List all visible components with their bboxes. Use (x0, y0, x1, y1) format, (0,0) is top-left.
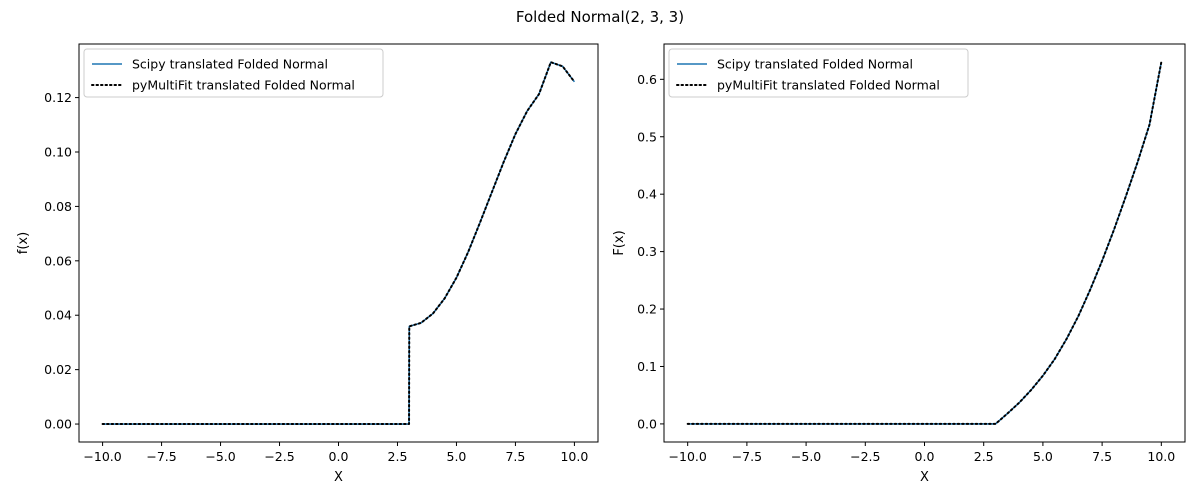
x-tick-label: 7.5 (505, 449, 525, 464)
x-tick-label: 0.0 (329, 449, 349, 464)
x-tick-label: 5.0 (447, 449, 467, 464)
y-tick-label: 0.04 (44, 308, 72, 323)
x-tick-label: −5.0 (791, 449, 821, 464)
x-tick-label: 5.0 (1033, 449, 1053, 464)
legend-label: pyMultiFit translated Folded Normal (132, 78, 355, 93)
axes-frame (663, 43, 1186, 443)
y-tick-label: 0.6 (637, 72, 657, 87)
x-tick-label: 2.5 (388, 449, 408, 464)
legend-label: Scipy translated Folded Normal (132, 57, 328, 72)
x-axis-label: X (334, 470, 343, 485)
x-tick-label: −5.0 (205, 449, 235, 464)
legend-label: Scipy translated Folded Normal (717, 57, 913, 72)
y-tick-label: 0.10 (44, 145, 72, 160)
y-tick-label: 0.0 (637, 416, 657, 431)
y-tick-label: 0.06 (44, 253, 72, 268)
x-tick-label: 0.0 (915, 449, 935, 464)
x-tick-label: 10.0 (1147, 449, 1175, 464)
series-line-scipy (687, 61, 1163, 425)
x-tick-label: 10.0 (560, 449, 588, 464)
y-tick-label: 0.4 (637, 187, 657, 202)
figure-title: Folded Normal(2, 3, 3) (516, 8, 684, 26)
y-tick-label: 0.1 (637, 359, 657, 374)
x-tick-label: −7.5 (732, 449, 762, 464)
y-tick-label: 0.3 (637, 244, 657, 259)
pdf-panel: −10.0 −7.5 −5.0 −2.5 0.0 2.5 5.0 7.5 10.0 0.00 0.0… (16, 43, 599, 485)
legend-box (668, 48, 969, 98)
x-tick-label: −7.5 (146, 449, 176, 464)
y-tick-label: 0.12 (44, 90, 72, 105)
y-tick-label: 0.5 (637, 129, 657, 144)
x-tick-label: −10.0 (669, 449, 707, 464)
legend-label: pyMultiFit translated Folded Normal (717, 78, 940, 93)
cdf-panel: −10.0 −7.5 −5.0 −2.5 0.0 2.5 5.0 7.5 10.0 0.0 0.1 0… (612, 43, 1186, 485)
y-axis-label: F(x) (612, 230, 627, 255)
x-axis-label: X (920, 470, 929, 485)
x-tick-label: 7.5 (1092, 449, 1112, 464)
series-line-pymultifit (686, 61, 1163, 425)
y-tick-label: 0.2 (637, 302, 657, 317)
x-tick-label: −2.5 (850, 449, 880, 464)
series-line-scipy (102, 61, 576, 425)
y-tick-label: 0.02 (44, 362, 72, 377)
x-tick-label: −2.5 (264, 449, 294, 464)
y-tick-label: 0.00 (44, 417, 72, 432)
x-tick-label: 2.5 (974, 449, 994, 464)
axes-frame (78, 43, 599, 443)
legend-box (83, 48, 384, 98)
x-tick-label: −10.0 (83, 449, 121, 464)
y-axis-label: f(x) (16, 232, 31, 254)
y-tick-label: 0.08 (44, 199, 72, 214)
series-line-pymultifit (101, 61, 576, 426)
